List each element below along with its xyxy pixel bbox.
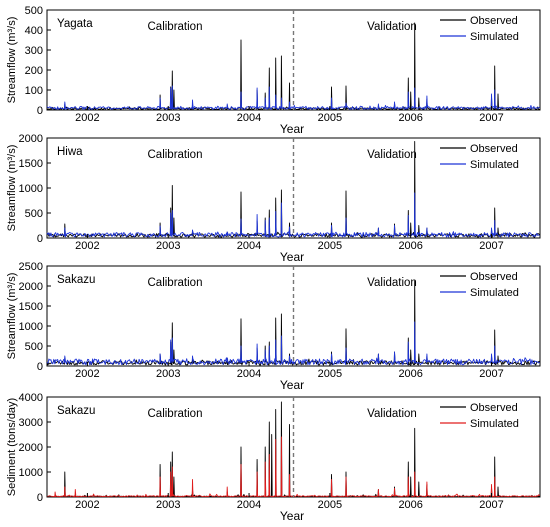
x-tick-label: 2002 [75, 240, 99, 252]
validation-label: Validation [367, 277, 417, 289]
y-axis-title: Streamflow (m³/s) [6, 17, 18, 104]
y-tick-label: 300 [25, 45, 43, 57]
x-tick-label: 2004 [237, 368, 261, 380]
x-tick-label: 2004 [237, 240, 261, 252]
x-tick-label: 2004 [237, 499, 261, 511]
y-tick-label: 400 [25, 25, 43, 37]
x-tick-label: 2003 [156, 499, 180, 511]
validation-label: Validation [367, 149, 417, 161]
x-tick-label: 2007 [479, 499, 503, 511]
calibration-label: Calibration [148, 21, 203, 33]
y-tick-label: 1500 [19, 301, 43, 313]
x-tick-label: 2007 [479, 112, 503, 124]
x-tick-label: 2006 [398, 112, 422, 124]
y-tick-label: 0 [37, 105, 43, 117]
x-tick-label: 2002 [75, 499, 99, 511]
y-tick-label: 2000 [19, 281, 43, 293]
y-axis-title: Streamflow (m³/s) [6, 273, 18, 360]
panel-label: Yagata [57, 18, 93, 30]
y-tick-label: 200 [25, 65, 43, 77]
validation-label: Validation [367, 21, 417, 33]
y-tick-label: 0 [37, 233, 43, 245]
y-tick-label: 1000 [19, 467, 43, 479]
x-tick-label: 2002 [75, 112, 99, 124]
x-axis-title: Year [280, 122, 304, 136]
y-tick-label: 1000 [19, 321, 43, 333]
x-axis-title: Year [280, 378, 304, 392]
x-tick-label: 2003 [156, 240, 180, 252]
x-tick-label: 2007 [479, 368, 503, 380]
x-tick-label: 2006 [398, 499, 422, 511]
y-tick-label: 500 [25, 208, 43, 220]
y-tick-label: 500 [25, 5, 43, 17]
series-line-simulated [46, 192, 540, 238]
legend-label-observed: Observed [470, 143, 518, 155]
y-tick-label: 2000 [19, 133, 43, 145]
y-tick-label: 3000 [19, 417, 43, 429]
y-axis-title: Streamflow (m³/s) [6, 145, 18, 232]
series-line-observed [46, 280, 540, 366]
y-tick-label: 0 [37, 492, 43, 504]
y-tick-label: 0 [37, 361, 43, 373]
legend-label-simulated: Simulated [470, 31, 519, 43]
legend-label-observed: Observed [470, 402, 518, 414]
y-tick-label: 500 [25, 341, 43, 353]
panel-label: Sakazu [57, 405, 95, 417]
x-tick-label: 2005 [318, 499, 342, 511]
y-axis-title: Sediment (tons/day) [6, 398, 18, 496]
legend-label-simulated: Simulated [470, 159, 519, 171]
series-line-simulated [46, 321, 540, 366]
series-line-simulated [46, 85, 540, 110]
x-tick-label: 2002 [75, 368, 99, 380]
x-tick-label: 2005 [318, 112, 342, 124]
x-axis-title: Year [280, 509, 304, 523]
x-tick-label: 2005 [318, 240, 342, 252]
y-tick-label: 2500 [19, 261, 43, 273]
y-tick-label: 1000 [19, 183, 43, 195]
y-tick-label: 1500 [19, 158, 43, 170]
x-tick-label: 2003 [156, 112, 180, 124]
x-axis-title: Year [280, 250, 304, 264]
legend-label-simulated: Simulated [470, 418, 519, 430]
series-line-simulated [46, 436, 541, 498]
x-tick-label: 2003 [156, 368, 180, 380]
calibration-label: Calibration [148, 149, 203, 161]
panel-label: Hiwa [57, 146, 83, 158]
x-tick-label: 2007 [479, 240, 503, 252]
panel-label: Sakazu [57, 274, 95, 286]
y-tick-label: 2000 [19, 442, 43, 454]
validation-label: Validation [367, 408, 417, 420]
calibration-label: Calibration [148, 408, 203, 420]
legend-label-observed: Observed [470, 271, 518, 283]
y-tick-label: 4000 [19, 392, 43, 404]
calibration-label: Calibration [148, 277, 203, 289]
y-tick-label: 100 [25, 85, 43, 97]
legend-label-simulated: Simulated [470, 287, 519, 299]
x-tick-label: 2004 [237, 112, 261, 124]
x-tick-label: 2006 [398, 368, 422, 380]
x-tick-label: 2006 [398, 240, 422, 252]
x-tick-label: 2005 [318, 368, 342, 380]
legend-label-observed: Observed [470, 15, 518, 27]
